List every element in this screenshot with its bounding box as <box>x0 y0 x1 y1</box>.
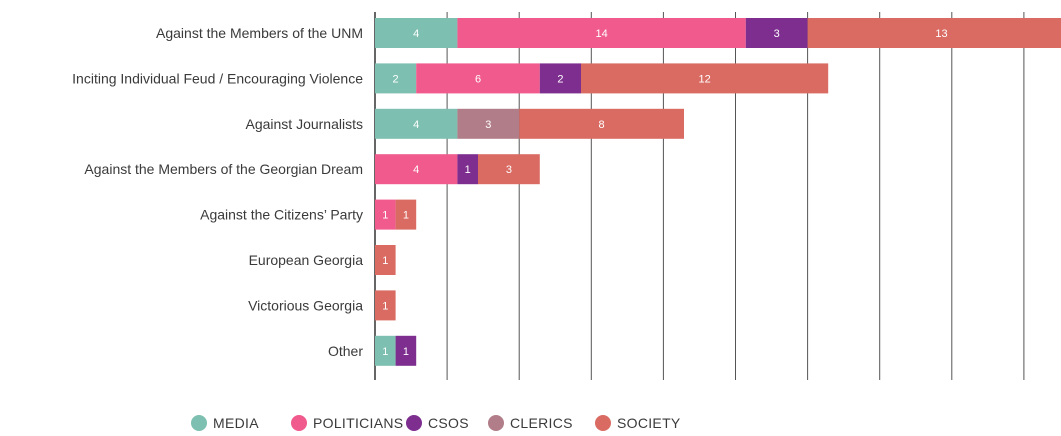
data-label: 2 <box>557 73 563 85</box>
bar-segment-csos <box>745 18 808 48</box>
bar-segment-clerics <box>457 108 520 139</box>
data-label: 8 <box>599 119 605 131</box>
legend-label: MEDIA <box>213 415 259 431</box>
bar-segment-media <box>375 108 458 139</box>
data-label: 6 <box>475 73 481 85</box>
data-label: 1 <box>465 164 471 176</box>
data-label: 4 <box>413 164 419 176</box>
category-label: Inciting Individual Feud / Encouraging V… <box>72 70 363 86</box>
data-label: 12 <box>698 73 710 85</box>
data-label: 1 <box>382 255 388 267</box>
data-label: 1 <box>382 346 388 358</box>
data-label: 13 <box>935 28 947 40</box>
category-label: Victorious Georgia <box>248 297 363 313</box>
category-labels: Against the Members of the UNM Inciting I… <box>72 25 363 359</box>
bar-segment-society <box>375 245 396 275</box>
bar-segment-csos <box>395 335 417 366</box>
data-label: 3 <box>485 119 491 131</box>
category-label: Against Journalists <box>245 116 363 132</box>
bar-segment-media <box>375 63 417 94</box>
category-label: European Georgia <box>249 252 364 268</box>
bar-segment-society <box>478 154 540 185</box>
bar-segment-csos <box>539 63 581 94</box>
data-label: 4 <box>413 119 419 131</box>
bar-segment-politicians <box>375 154 458 185</box>
bar-segment-media <box>375 335 396 366</box>
legend-swatch-clerics <box>488 415 504 431</box>
data-label: 2 <box>393 73 399 85</box>
bar-segment-politicians <box>416 63 540 94</box>
bar-segment-society <box>581 63 829 94</box>
legend-swatch-media <box>191 415 207 431</box>
data-label: 3 <box>774 28 780 40</box>
bar-segment-society <box>519 108 684 139</box>
data-label: 4 <box>413 28 419 40</box>
bar-segment-society <box>375 290 396 321</box>
legend-label: CLERICS <box>510 415 573 431</box>
legend: MEDIA POLITICIANS CSOS CLERICS SOCIETY <box>191 415 681 431</box>
data-label: 1 <box>382 210 388 222</box>
data-label: 1 <box>382 300 388 312</box>
category-label: Against the Members of the Georgian Drea… <box>84 161 363 177</box>
bar-segment-csos <box>457 154 478 185</box>
bar-segment-society <box>807 18 1061 48</box>
bar-segment-politicians <box>375 199 396 230</box>
legend-swatch-politicians <box>291 415 307 431</box>
category-label: Other <box>328 343 363 359</box>
bar-segment-politicians <box>457 18 746 48</box>
legend-label: POLITICIANS <box>313 415 403 431</box>
category-label: Against the Members of the UNM <box>156 25 363 41</box>
legend-label: CSOS <box>428 415 469 431</box>
legend-swatch-society <box>595 415 611 431</box>
data-label: 3 <box>506 164 512 176</box>
legend-swatch-csos <box>406 415 422 431</box>
bar-segment-media <box>375 18 458 48</box>
legend-label: SOCIETY <box>617 415 681 431</box>
data-label: 1 <box>403 210 409 222</box>
data-label: 14 <box>595 28 607 40</box>
data-label: 1 <box>403 346 409 358</box>
bar-segment-society <box>395 199 417 230</box>
category-label: Against the Citizens’ Party <box>200 207 363 223</box>
